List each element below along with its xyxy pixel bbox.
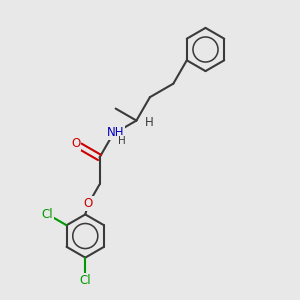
Text: Cl: Cl — [42, 208, 53, 221]
Text: O: O — [84, 197, 93, 210]
Text: NH: NH — [107, 126, 124, 139]
Text: H: H — [118, 136, 126, 146]
Text: Cl: Cl — [80, 274, 91, 286]
Text: H: H — [145, 116, 153, 130]
Text: O: O — [71, 137, 80, 150]
